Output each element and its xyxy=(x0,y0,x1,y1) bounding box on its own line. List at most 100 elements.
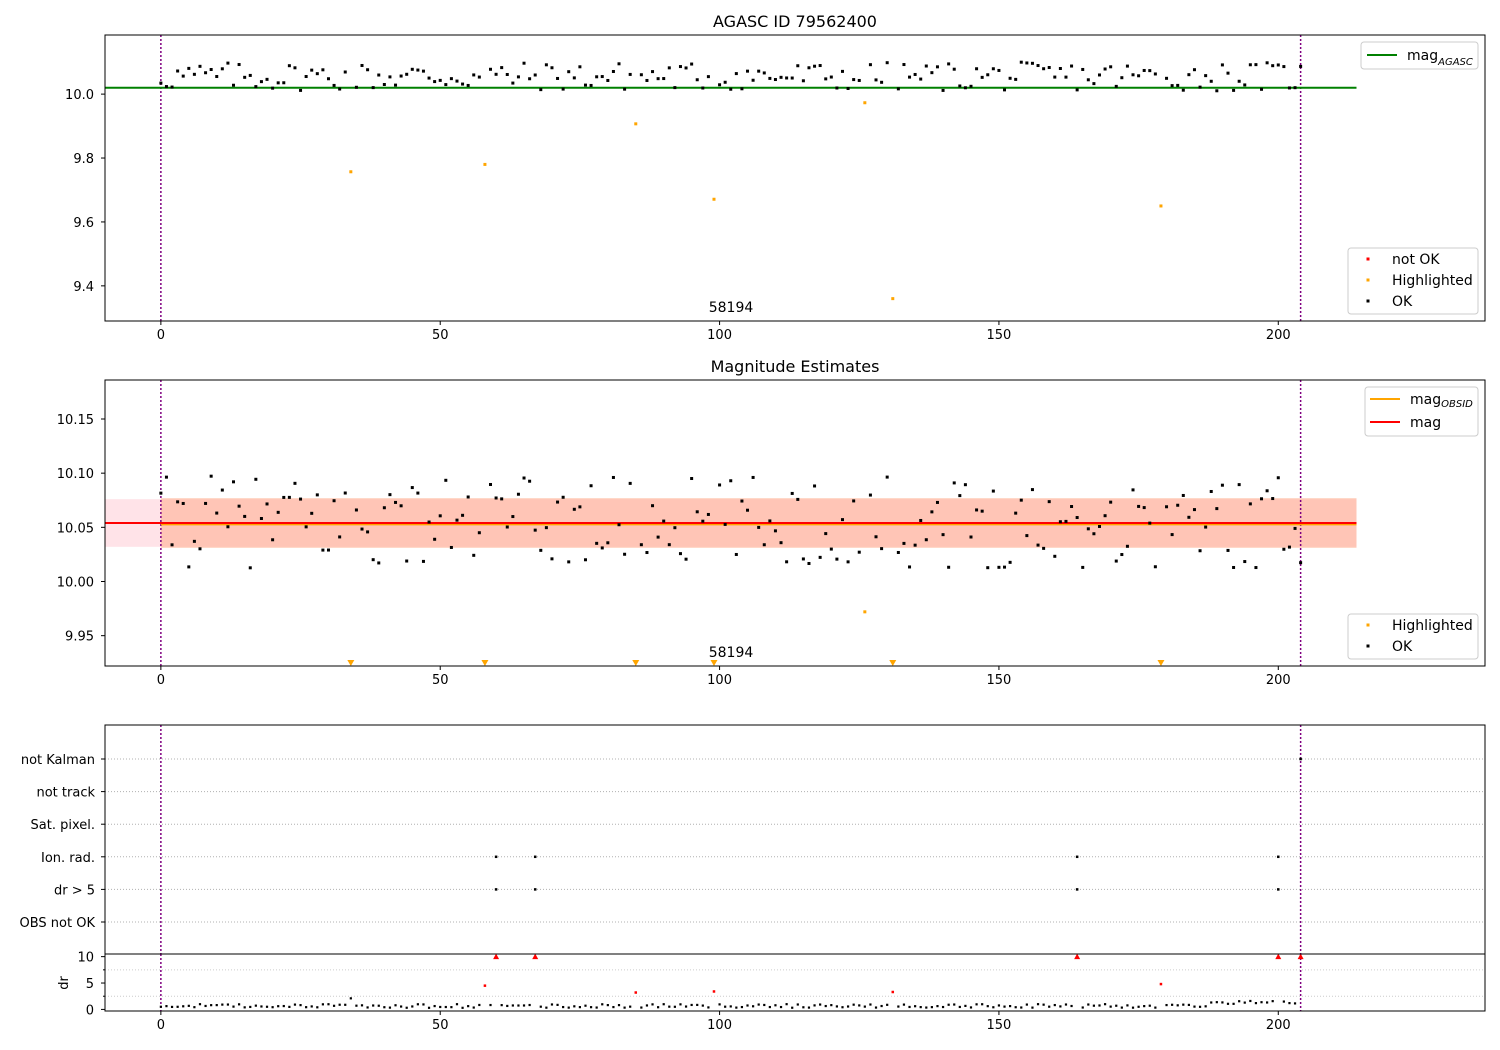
ok-point xyxy=(1003,565,1007,569)
flag-point xyxy=(494,855,498,859)
ok-point xyxy=(919,77,923,81)
dr-panel: 0 50 100 150 200 0 5 10 dr xyxy=(57,951,1486,1033)
ok-point xyxy=(952,481,956,485)
ok-point xyxy=(969,84,973,88)
ok-point xyxy=(975,67,979,71)
ok-point xyxy=(405,559,409,563)
ok-point xyxy=(198,64,202,68)
ok-point xyxy=(578,505,582,509)
dr-ok-point xyxy=(159,1005,162,1008)
ok-point xyxy=(276,510,280,514)
ok-point xyxy=(656,535,660,539)
ok-point xyxy=(829,75,833,79)
ok-point xyxy=(254,477,258,481)
ok-point xyxy=(377,73,381,77)
dr-ok-point xyxy=(232,1005,235,1008)
legend-label-mag: mag xyxy=(1407,48,1438,64)
ok-point xyxy=(902,541,906,545)
dr-ok-point xyxy=(388,1006,392,1009)
dr-ok-point xyxy=(416,1003,419,1006)
ok-point xyxy=(304,75,308,79)
ok-point xyxy=(975,508,979,512)
ok-point xyxy=(243,75,247,79)
legend-label-sub: AGASC xyxy=(1437,57,1473,68)
y-tick-label: 10 xyxy=(77,951,94,966)
dr-ok-point xyxy=(1020,1006,1023,1009)
dr-ok-point xyxy=(1009,1004,1012,1008)
dr-ok-point xyxy=(422,1003,425,1006)
agasc-title: AGASC ID 79562400 xyxy=(713,12,877,31)
y-tick-label: 10.10 xyxy=(57,467,94,482)
ok-point xyxy=(656,77,660,81)
ok-point xyxy=(500,66,504,70)
dr-ok-point xyxy=(1266,1001,1269,1004)
dr-ok-point xyxy=(1131,1006,1135,1009)
legend-marker-highlighted xyxy=(1366,278,1370,282)
ok-point xyxy=(556,76,560,80)
dr-ok-point xyxy=(930,1006,933,1009)
dr-ok-point xyxy=(914,1005,917,1008)
ok-point xyxy=(785,560,789,564)
dr-ok-point xyxy=(243,1006,246,1009)
ok-point xyxy=(706,75,710,79)
dr-ok-point xyxy=(1014,1006,1017,1009)
dr-ok-point xyxy=(824,1004,827,1008)
dr-ok-point xyxy=(813,1004,816,1007)
legend-label-mag-agasc: magAGASC xyxy=(1407,48,1473,68)
highlighted-below-marker xyxy=(632,660,640,666)
dr-ok-point xyxy=(969,1006,973,1009)
ok-point xyxy=(1120,553,1124,557)
ok-point xyxy=(1198,85,1202,89)
dr-ok-point xyxy=(830,1004,833,1007)
agasc-obs-label: 58194 xyxy=(709,300,754,316)
dr-ok-point xyxy=(489,1003,492,1007)
ok-point xyxy=(477,75,481,79)
ok-point xyxy=(1232,88,1236,92)
ok-point xyxy=(466,83,470,87)
ok-point xyxy=(723,522,727,526)
category-label: Sat. pixel. xyxy=(31,818,95,833)
ok-point xyxy=(421,559,425,563)
ok-point xyxy=(835,86,839,90)
dr-axes-frame xyxy=(104,953,1486,1012)
dr-ok-point xyxy=(478,1003,481,1007)
dr-ok-point xyxy=(539,1005,542,1008)
ok-point xyxy=(734,552,738,556)
dr-ok-point xyxy=(1221,1001,1224,1004)
ok-point xyxy=(623,87,627,91)
ok-point xyxy=(947,565,951,569)
legend-label-mag-obsid: magOBSID xyxy=(1410,392,1473,410)
highlighted-below-marker xyxy=(1157,660,1165,666)
ok-point xyxy=(600,546,604,550)
dr-not-ok-point xyxy=(712,990,716,993)
dr-ok-point xyxy=(941,1005,945,1009)
ok-point xyxy=(528,77,532,81)
ok-point xyxy=(572,76,576,80)
ok-point xyxy=(651,504,655,508)
ok-point xyxy=(583,558,587,562)
ok-point xyxy=(416,491,420,495)
legend-marker-highlighted xyxy=(1366,623,1370,627)
ok-point xyxy=(617,62,621,66)
ok-point xyxy=(751,78,755,82)
ok-point xyxy=(550,66,554,70)
ok-point xyxy=(1092,532,1096,536)
ok-point xyxy=(1232,565,1236,569)
ok-point xyxy=(980,75,984,79)
highlighted-point xyxy=(863,610,867,614)
dr-ok-point xyxy=(400,1005,403,1008)
dr-ok-point xyxy=(556,1003,559,1006)
dr-ok-point xyxy=(964,1004,967,1007)
ok-point xyxy=(1192,68,1196,72)
ok-point xyxy=(952,67,956,71)
ok-point xyxy=(667,66,671,70)
x-tick-label: 0 xyxy=(157,1018,165,1033)
dr-ok-point xyxy=(221,1003,224,1006)
dr-ok-point xyxy=(204,1004,207,1008)
ok-point xyxy=(840,518,844,522)
dr-ok-point xyxy=(545,1006,548,1009)
ok-point xyxy=(1008,76,1012,80)
dr-ok-point xyxy=(629,1005,632,1008)
ok-point xyxy=(740,87,744,91)
highlighted-point xyxy=(483,162,487,166)
